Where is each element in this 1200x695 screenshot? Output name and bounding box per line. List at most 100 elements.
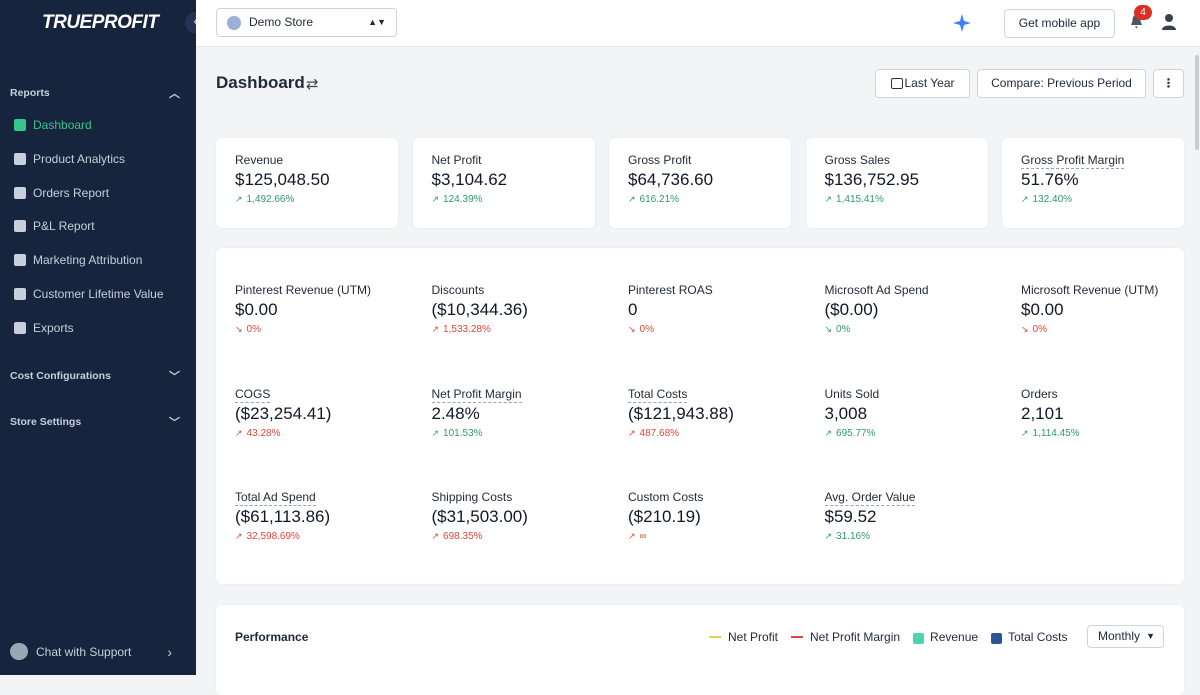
metric-value: ($210.19) <box>628 507 701 526</box>
metric-change: ↗ 1,114.45% <box>1021 428 1080 439</box>
metric-label: Orders <box>1021 386 1058 401</box>
trend-arrow: ↗ <box>824 194 833 204</box>
metric-value: $0.00 <box>1021 300 1064 319</box>
legend-swatch <box>791 636 804 638</box>
nav-label: Orders Report <box>33 185 110 200</box>
section-title: Cost Configurations <box>10 370 111 382</box>
legend-item[interactable]: Net Profit Margin <box>791 630 900 644</box>
metric-value: 51.76% <box>1021 170 1079 189</box>
metric-change: ↗ 616.21% <box>628 194 679 205</box>
period-button[interactable]: Last Year <box>875 69 970 98</box>
trend-arrow: ↗ <box>235 427 243 438</box>
section-header[interactable]: Store Settings ﹀ <box>10 416 182 429</box>
interval-dropdown[interactable]: Monthly ▼ <box>1087 625 1164 648</box>
change-value: 43.28% <box>246 427 281 439</box>
scrollbar <box>1195 55 1199 150</box>
legend-item[interactable]: Total Costs <box>991 630 1067 644</box>
nav-item[interactable]: P&L Report <box>14 216 184 236</box>
chevron-icon: ﹀ <box>169 371 180 383</box>
legend-item[interactable]: Net Profit <box>709 630 778 644</box>
trend-arrow: ↗ <box>1021 427 1029 438</box>
section-title: Store Settings <box>10 416 82 428</box>
switch-icon[interactable]: ⇄ <box>306 76 319 93</box>
metric-label: Avg. Order Value <box>824 490 916 506</box>
change-value: 695.77% <box>836 427 876 439</box>
nav-icon <box>14 152 26 165</box>
compare-button[interactable]: Compare: Previous Period <box>977 69 1146 98</box>
metric-label: Gross Profit <box>628 153 692 167</box>
change-value: 1,415.41% <box>836 194 884 205</box>
change-value: 31.16% <box>836 531 870 542</box>
store-selector[interactable]: Demo Store ▲▼ <box>216 8 397 37</box>
metric-value: ($61,113.86) <box>235 507 331 526</box>
summary-card <box>216 138 398 228</box>
section-header[interactable]: Cost Configurations ﹀ <box>10 370 182 383</box>
change-value: 0% <box>836 324 851 335</box>
nav-item[interactable]: Marketing Attribution <box>14 250 184 270</box>
trend-arrow: ↘ <box>628 324 636 334</box>
metric-change: ↗ 1,415.41% <box>825 194 884 205</box>
caret-icon: ▲▼ <box>368 17 386 27</box>
sidebar: TRUEPROFIT Reports ︿ Dashboard Product Anal… <box>0 0 196 675</box>
legend-label: Revenue <box>930 630 979 644</box>
nav-item[interactable]: Exports <box>14 318 184 338</box>
change-value: 0% <box>639 324 654 335</box>
change-value: ∞ <box>639 531 647 542</box>
metric-label: Microsoft Ad Spend <box>824 283 929 297</box>
legend-label: Total Costs <box>1008 630 1068 644</box>
legend-swatch <box>709 636 721 638</box>
summary-card <box>805 138 988 228</box>
metric-label: Units Sold <box>824 386 880 401</box>
metric-value: ($0.00) <box>824 300 879 319</box>
more-button[interactable]: ⋮ <box>1153 69 1184 98</box>
change-value: 487.68% <box>639 427 680 439</box>
trend-arrow: ↗ <box>431 531 440 541</box>
performance-card <box>216 605 1184 695</box>
trend-arrow: ↗ <box>431 194 440 204</box>
trend-arrow: ↗ <box>1021 194 1029 204</box>
change-value: 0% <box>1032 324 1047 335</box>
brand-logo: TRUEPROFIT <box>42 12 159 33</box>
metric-label: COGS <box>235 386 271 403</box>
nav-icon <box>14 321 26 334</box>
metric-change: ↗ 132.40% <box>1021 194 1072 205</box>
trend-arrow: ↘ <box>235 324 243 334</box>
metric-label: Shipping Costs <box>431 490 513 504</box>
nav-label: Exports <box>33 320 74 335</box>
nav-item[interactable]: Dashboard <box>14 115 184 135</box>
ai-icon[interactable] <box>952 13 972 33</box>
summary-card <box>412 138 595 228</box>
nav-icon <box>14 220 26 233</box>
metric-label: Total Ad Spend <box>235 490 316 506</box>
user-icon[interactable] <box>1161 13 1177 31</box>
legend-item[interactable]: Revenue <box>913 630 978 644</box>
nav-item[interactable]: Product Analytics <box>14 149 184 169</box>
chevron-icon: ︿ <box>169 88 180 100</box>
change-value: 101.53% <box>443 427 483 439</box>
nav-icon <box>14 186 26 199</box>
metric-label: Total Costs <box>628 386 688 403</box>
metric-label: Microsoft Revenue (UTM) <box>1021 283 1159 297</box>
trend-arrow: ↗ <box>431 427 440 438</box>
metric-change: ↘ 0% <box>1021 324 1047 335</box>
summary-card <box>609 138 791 228</box>
nav-label: Marketing Attribution <box>33 253 143 268</box>
nav-item[interactable]: Orders Report <box>14 183 184 203</box>
page-title: Dashboard <box>216 73 305 92</box>
metric-value: ($23,254.41) <box>235 403 332 423</box>
metric-value: $59.52 <box>824 507 877 526</box>
change-value: 0% <box>246 324 261 335</box>
nav-item[interactable]: Customer Lifetime Value <box>14 284 184 304</box>
metric-label: Pinterest ROAS <box>628 283 713 297</box>
legend-swatch <box>991 633 1003 644</box>
support-link[interactable]: Chat with Support › <box>10 643 180 661</box>
metric-change: ↗ 1,533.28% <box>432 324 491 335</box>
section-title: Reports <box>10 87 50 99</box>
metric-change: ↗ ∞ <box>628 531 647 542</box>
change-value: 132.40% <box>1032 194 1073 205</box>
notification-badge: 4 <box>1134 5 1152 20</box>
trend-arrow: ↗ <box>628 427 636 438</box>
mobile-app-button[interactable]: Get mobile app <box>1004 9 1115 38</box>
metric-change: ↗ 487.68% <box>628 428 679 439</box>
section-header[interactable]: Reports ︿ <box>10 87 182 100</box>
